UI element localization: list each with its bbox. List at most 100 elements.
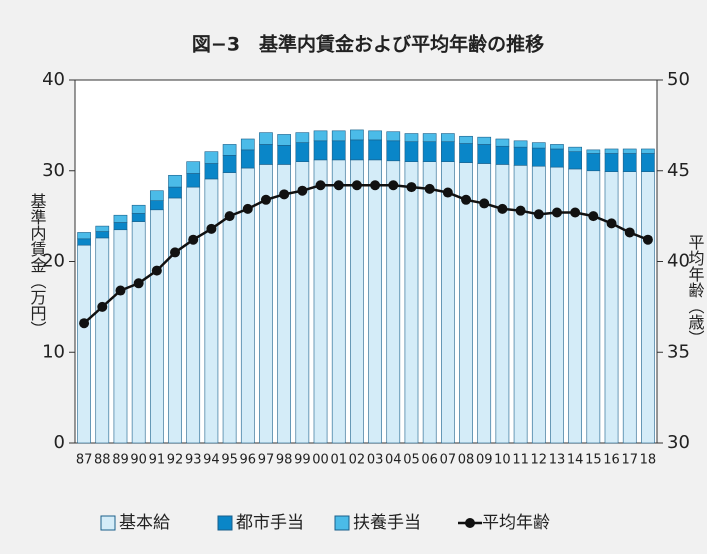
legend-swatch (217, 515, 233, 531)
bar-segment (77, 232, 91, 240)
bar-segment (313, 159, 328, 444)
y2-tick-label: 30 (667, 432, 690, 453)
bar-segment (149, 190, 164, 201)
x-tick-label: 15 (585, 453, 602, 468)
bar-segment (386, 140, 401, 162)
line-marker (370, 180, 381, 191)
line-marker (260, 194, 271, 205)
y2-tick-label: 50 (667, 69, 690, 90)
line-marker (151, 265, 162, 276)
bar-segment (459, 143, 473, 163)
line-marker (242, 203, 253, 214)
x-tick-label: 95 (221, 453, 238, 468)
x-tick-label: 09 (476, 453, 493, 468)
bar-segment (513, 140, 528, 148)
line-marker (133, 278, 144, 289)
bar-segment (404, 141, 419, 162)
bar-segment (386, 160, 401, 444)
line-marker (206, 223, 217, 234)
bar-segment (149, 209, 164, 444)
chart-title: 図−3 基準内賃金および平均年齢の推移 (192, 33, 544, 56)
bar-segment (77, 238, 91, 246)
bar-segment (113, 214, 128, 223)
legend-label: 扶養手当 (353, 513, 421, 533)
bar-segment (131, 213, 146, 222)
legend-label: 平均年齢 (482, 513, 550, 533)
y-tick-label: 30 (42, 160, 65, 181)
bar-segment (113, 222, 128, 231)
x-tick-label: 91 (149, 453, 166, 468)
line-marker (533, 209, 544, 220)
legend-label: 基本給 (119, 513, 170, 533)
y-tick-label: 10 (42, 341, 65, 362)
bar-segment (222, 144, 237, 156)
bar-segment (386, 131, 401, 142)
x-tick-label: 14 (567, 453, 584, 468)
bar-segment (622, 148, 637, 154)
line-marker (497, 203, 508, 214)
x-tick-label: 16 (603, 453, 620, 468)
x-tick-label: 01 (330, 453, 347, 468)
bar-segment (277, 145, 292, 165)
line-marker (170, 247, 181, 258)
bar-segment (331, 130, 346, 142)
line-marker (79, 318, 90, 329)
bar-segment (440, 161, 455, 444)
x-tick-label: 98 (276, 453, 293, 468)
line-marker (624, 227, 635, 238)
bar-segment (531, 165, 546, 444)
x-tick-label: 12 (531, 453, 548, 468)
x-tick-label: 06 (421, 453, 438, 468)
y-tick-label: 20 (42, 251, 65, 272)
bar-segment (568, 151, 583, 170)
legend-swatch (334, 515, 350, 531)
line-marker (588, 211, 599, 222)
bar-segment (186, 161, 201, 174)
line-marker (115, 285, 126, 296)
bar-segment (131, 221, 146, 444)
line-marker (315, 180, 326, 191)
line-marker (97, 301, 108, 312)
bar-segment (477, 144, 492, 164)
x-tick-label: 99 (294, 453, 311, 468)
bar-segment (404, 161, 419, 444)
bar-segment (149, 200, 164, 211)
legend-swatch (100, 515, 116, 531)
line-marker (442, 187, 453, 198)
bar-segment (313, 130, 328, 142)
legend-marker (465, 518, 475, 528)
x-tick-label: 94 (203, 453, 220, 468)
bar-segment (604, 171, 619, 444)
line-marker (188, 234, 199, 245)
x-tick-label: 05 (403, 453, 420, 468)
x-tick-label: 04 (385, 453, 402, 468)
bar-segment (368, 130, 382, 141)
bar-segment (259, 132, 273, 145)
line-marker (297, 185, 308, 196)
bar-segment (641, 148, 655, 154)
x-tick-label: 17 (621, 453, 638, 468)
bar-segment (131, 204, 146, 214)
x-tick-label: 93 (185, 453, 202, 468)
bar-segment (404, 133, 419, 143)
bar-segment (168, 186, 182, 199)
bar-segment (622, 153, 637, 172)
bar-segment (113, 229, 128, 444)
y2-tick-label: 45 (667, 160, 690, 181)
line-marker (551, 207, 562, 218)
bar-segment (513, 146, 528, 166)
y2-tick-label: 40 (667, 251, 690, 272)
bar-segment (604, 153, 619, 172)
x-tick-label: 00 (312, 453, 329, 468)
line-marker (461, 194, 472, 205)
bar-segment (550, 144, 564, 150)
bar-segment (350, 159, 364, 444)
bar-segment (95, 225, 110, 232)
line-marker (424, 183, 435, 194)
bar-segment (168, 174, 182, 188)
bar-segment (295, 142, 310, 162)
bar-segment (295, 161, 310, 444)
bar-segment (531, 147, 546, 167)
x-tick-label: 18 (640, 453, 657, 468)
x-tick-label: 88 (94, 453, 111, 468)
